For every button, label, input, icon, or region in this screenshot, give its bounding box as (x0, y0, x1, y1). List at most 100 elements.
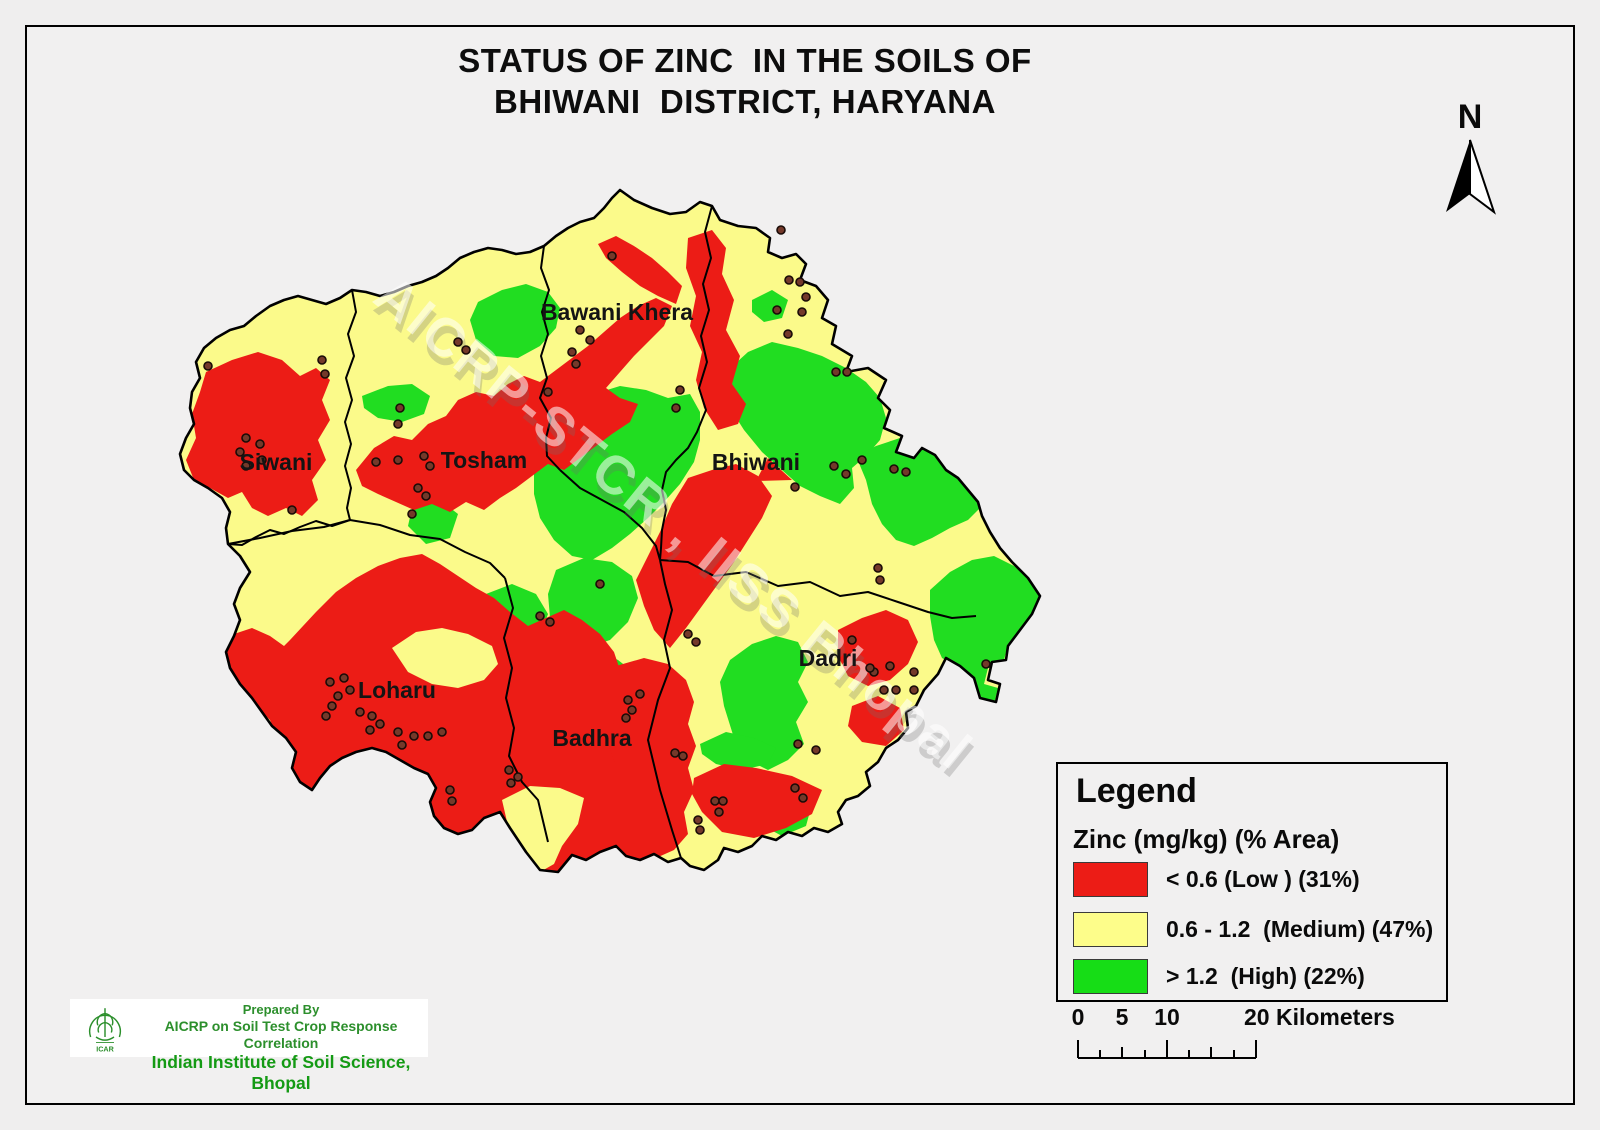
tehsil-boundaries (227, 205, 977, 859)
sample-point (718, 796, 728, 806)
icar-logo-text: ICAR (96, 1044, 114, 1053)
sample-point (635, 689, 645, 699)
map-title: STATUS OF ZINC IN THE SOILS OF BHIWANI D… (350, 40, 1140, 122)
sample-point (445, 785, 455, 795)
sample-point (595, 579, 605, 589)
sample-point (365, 725, 375, 735)
sample-point (453, 337, 463, 347)
legend-item-low: < 0.6 (Low ) (31%) (1073, 861, 1360, 897)
sample-point (671, 403, 681, 413)
sample-point (321, 711, 331, 721)
sample-point (287, 505, 297, 515)
soil-class-fills (180, 190, 1040, 872)
sample-point (683, 629, 693, 639)
sample-point (339, 673, 349, 683)
sample-point (909, 685, 919, 695)
sample-point (885, 661, 895, 671)
sample-point (841, 469, 851, 479)
sample-point (714, 807, 724, 817)
sample-point (437, 727, 447, 737)
sample-point (255, 439, 265, 449)
scale-bar-ticks (1077, 1040, 1257, 1059)
sample-point (235, 447, 245, 457)
region-label-bawani-khera: Bawani Khera (541, 299, 693, 325)
sample-point (772, 305, 782, 315)
sample-point (875, 575, 885, 585)
legend-title: Legend (1076, 772, 1197, 810)
sample-point (504, 765, 514, 775)
sample-point (847, 635, 857, 645)
sample-point (257, 455, 267, 465)
scale-label-0: 0 (1071, 1004, 1085, 1030)
sample-point (829, 461, 839, 471)
region-label-badhra: Badhra (552, 725, 631, 751)
region-label-bhiwani: Bhiwani (712, 449, 800, 475)
sample-point (320, 369, 330, 379)
sample-point (693, 815, 703, 825)
legend-swatch-high (1073, 958, 1148, 994)
sample-point (675, 385, 685, 395)
legend-item-high: > 1.2 (High) (22%) (1073, 958, 1365, 994)
legend-label-low: < 0.6 (Low ) (31%) (1166, 865, 1360, 892)
sample-point (397, 740, 407, 750)
sample-point (909, 667, 919, 677)
sample-point (241, 461, 251, 471)
sample-point (461, 345, 471, 355)
sample-point (879, 685, 889, 695)
credits-text: Prepared By AICRP on Soil Test Crop Resp… (136, 1002, 426, 1094)
sample-point (317, 355, 327, 365)
sample-point (421, 491, 431, 501)
sample-point (678, 751, 688, 761)
legend-item-medium: 0.6 - 1.2 (Medium) (47%) (1073, 911, 1433, 947)
sample-point (393, 727, 403, 737)
sample-point (842, 367, 852, 377)
district-boundary (178, 188, 1042, 874)
sample-point (333, 691, 343, 701)
sample-point (371, 457, 381, 467)
north-arrow-left-half (1446, 140, 1470, 212)
sample-point (790, 783, 800, 793)
region-label-siwani: Siwani (240, 449, 313, 475)
map-title-line-1: STATUS OF ZINC IN THE SOILS OF (458, 42, 1032, 79)
scale-label-10: 10 (1154, 1004, 1180, 1030)
sample-point (355, 707, 365, 717)
sample-point (790, 482, 800, 492)
sample-point (623, 695, 633, 705)
region-label-dadri: Dadri (799, 645, 858, 671)
sample-point (513, 772, 523, 782)
credits-institute: Indian Institute of Soil Science, Bhopal (151, 1052, 411, 1093)
sample-point (585, 335, 595, 345)
scale-bar: 0 5 10 20 Kilometers (1040, 1004, 1460, 1066)
sample-point (506, 778, 516, 788)
sample-point (776, 225, 786, 235)
sample-point (545, 617, 555, 627)
sample-point (567, 347, 577, 357)
sample-point (325, 677, 335, 687)
sample-point (783, 329, 793, 339)
sample-point (447, 796, 457, 806)
sample-point (409, 731, 419, 741)
icar-logo-icon: ICAR (89, 1008, 121, 1053)
sample-point (607, 251, 617, 261)
sample-point (425, 461, 435, 471)
sample-point (419, 451, 429, 461)
sample-point (203, 361, 213, 371)
sample-point (797, 307, 807, 317)
sample-point (575, 325, 585, 335)
sample-point (423, 731, 433, 741)
legend-box: Legend Zinc (mg/kg) (% Area) < 0.6 (Low … (1056, 762, 1448, 1002)
soil-medium-overlays (392, 628, 584, 872)
sample-point (857, 455, 867, 465)
sample-point (891, 685, 901, 695)
sample-point (795, 277, 805, 287)
legend-subtitle: Zinc (mg/kg) (% Area) (1073, 824, 1340, 854)
sample-point (793, 739, 803, 749)
sample-point (241, 433, 251, 443)
sample-point (413, 483, 423, 493)
sample-point (981, 659, 991, 669)
credits-prepared-by: Prepared By (242, 1002, 320, 1017)
sample-point (375, 719, 385, 729)
sample-point (407, 509, 417, 519)
